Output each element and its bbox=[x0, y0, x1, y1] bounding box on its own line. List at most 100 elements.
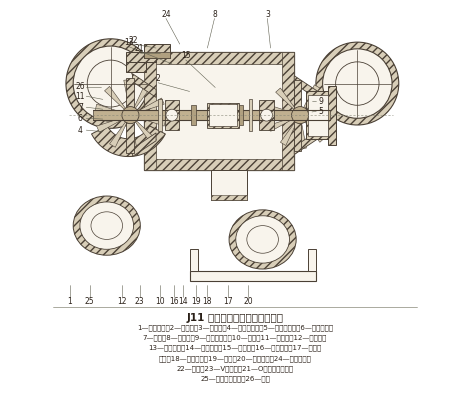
Polygon shape bbox=[303, 85, 320, 109]
Text: 1: 1 bbox=[68, 297, 72, 306]
Polygon shape bbox=[95, 104, 124, 114]
Polygon shape bbox=[110, 121, 127, 147]
Polygon shape bbox=[97, 117, 124, 132]
Bar bbox=[93, 110, 330, 120]
Bar bbox=[191, 105, 196, 125]
Text: 6: 6 bbox=[78, 114, 83, 123]
Polygon shape bbox=[281, 121, 297, 145]
Ellipse shape bbox=[91, 212, 123, 240]
Text: 14: 14 bbox=[178, 297, 188, 306]
Bar bbox=[294, 80, 301, 150]
Text: 11: 11 bbox=[76, 92, 85, 101]
Polygon shape bbox=[131, 122, 137, 150]
Text: 18: 18 bbox=[203, 297, 212, 306]
Ellipse shape bbox=[73, 196, 140, 255]
Bar bbox=[126, 62, 146, 72]
Bar bbox=[282, 52, 294, 170]
Polygon shape bbox=[104, 86, 126, 110]
Polygon shape bbox=[294, 131, 318, 154]
Text: 19: 19 bbox=[191, 297, 201, 306]
Bar bbox=[189, 249, 197, 271]
Text: 1—压气机壳；2—中间壳；3—涡轮壳；4—压气机叶轮；5—涡轮转子轴；6—自锁螺母；: 1—压气机壳；2—中间壳；3—涡轮壳；4—压气机叶轮；5—涡轮转子轴；6—自锁螺… bbox=[137, 324, 333, 331]
Bar bbox=[308, 95, 328, 136]
Text: 25—孔用弹性挡圈；26—铭牌: 25—孔用弹性挡圈；26—铭牌 bbox=[200, 375, 270, 382]
Polygon shape bbox=[267, 105, 293, 114]
Text: 12: 12 bbox=[117, 297, 126, 306]
Ellipse shape bbox=[229, 210, 296, 269]
Text: 10: 10 bbox=[155, 297, 165, 306]
Text: 16: 16 bbox=[169, 297, 179, 306]
Bar bbox=[249, 99, 252, 131]
Bar bbox=[207, 103, 239, 128]
Polygon shape bbox=[306, 99, 332, 113]
Bar bbox=[308, 249, 316, 271]
Bar bbox=[259, 100, 274, 130]
Text: 7—轴封；8—推力片；9—弹力密封环；10—隔圈；11—气封板；12—挡油板；: 7—轴封；8—推力片；9—弹力密封环；10—隔圈；11—气封板；12—挡油板； bbox=[143, 334, 327, 341]
Polygon shape bbox=[133, 133, 156, 156]
Polygon shape bbox=[134, 120, 157, 144]
Bar bbox=[144, 52, 170, 58]
Bar bbox=[165, 100, 179, 130]
Text: 5: 5 bbox=[319, 107, 323, 116]
Polygon shape bbox=[307, 116, 333, 126]
Polygon shape bbox=[137, 116, 165, 126]
Bar bbox=[126, 52, 156, 62]
Bar bbox=[328, 86, 336, 145]
Bar bbox=[212, 170, 247, 200]
Bar bbox=[144, 44, 170, 58]
Bar bbox=[209, 104, 237, 126]
Polygon shape bbox=[294, 76, 318, 99]
Bar bbox=[189, 271, 316, 281]
Bar bbox=[212, 195, 247, 200]
Ellipse shape bbox=[261, 109, 273, 121]
Polygon shape bbox=[268, 117, 294, 131]
Polygon shape bbox=[300, 122, 306, 148]
Text: 13—推力轴承；14—弹簧卡环；15—推力环；16—浮动轴承；17—涡轮隔: 13—推力轴承；14—弹簧卡环；15—推力环；16—浮动轴承；17—涡轮隔 bbox=[149, 345, 321, 351]
Text: 26: 26 bbox=[76, 82, 85, 91]
Bar bbox=[126, 78, 133, 152]
Text: 17: 17 bbox=[223, 297, 233, 306]
Ellipse shape bbox=[122, 107, 139, 124]
Bar bbox=[158, 99, 162, 131]
Polygon shape bbox=[133, 74, 156, 97]
Text: 13: 13 bbox=[125, 38, 134, 48]
Bar bbox=[144, 52, 294, 64]
Text: 21: 21 bbox=[135, 44, 144, 53]
Bar bbox=[239, 105, 243, 125]
Bar bbox=[306, 91, 330, 139]
Text: 7: 7 bbox=[78, 103, 83, 112]
Ellipse shape bbox=[291, 107, 309, 124]
Text: 4: 4 bbox=[78, 126, 83, 135]
Text: 23: 23 bbox=[135, 297, 144, 306]
Text: J11 系列废气涡轮增压器纵剖面: J11 系列废气涡轮增压器纵剖面 bbox=[187, 312, 283, 323]
Text: 22: 22 bbox=[129, 36, 138, 45]
Ellipse shape bbox=[236, 216, 290, 263]
Text: 3: 3 bbox=[265, 10, 270, 19]
Text: 22—螺栓；23—V形夹箍；21—O形橡胶密封圈；: 22—螺栓；23—V形夹箍；21—O形橡胶密封圈； bbox=[176, 365, 294, 372]
Text: 15: 15 bbox=[181, 51, 190, 61]
Text: 9: 9 bbox=[319, 97, 323, 106]
Ellipse shape bbox=[316, 42, 399, 125]
Polygon shape bbox=[133, 83, 151, 109]
Bar bbox=[144, 52, 156, 170]
Ellipse shape bbox=[87, 60, 134, 107]
Text: 25: 25 bbox=[85, 297, 94, 306]
Text: 20: 20 bbox=[243, 297, 253, 306]
Ellipse shape bbox=[73, 46, 148, 121]
Ellipse shape bbox=[80, 202, 133, 249]
Bar bbox=[144, 52, 294, 170]
Polygon shape bbox=[276, 88, 296, 110]
Text: 2: 2 bbox=[156, 74, 160, 83]
Bar bbox=[144, 158, 294, 170]
Text: 压板；18—止动垫片；19—螺母；20—双头螺栓；24—止动垫片；: 压板；18—止动垫片；19—螺母；20—双头螺栓；24—止动垫片； bbox=[158, 355, 312, 362]
Text: 24: 24 bbox=[161, 10, 171, 19]
Polygon shape bbox=[137, 98, 164, 113]
Ellipse shape bbox=[247, 226, 278, 253]
Polygon shape bbox=[92, 126, 165, 156]
Ellipse shape bbox=[322, 49, 392, 118]
Ellipse shape bbox=[166, 109, 178, 121]
Text: 8: 8 bbox=[212, 10, 217, 19]
Ellipse shape bbox=[66, 39, 156, 128]
Ellipse shape bbox=[336, 62, 379, 105]
Polygon shape bbox=[294, 82, 300, 108]
